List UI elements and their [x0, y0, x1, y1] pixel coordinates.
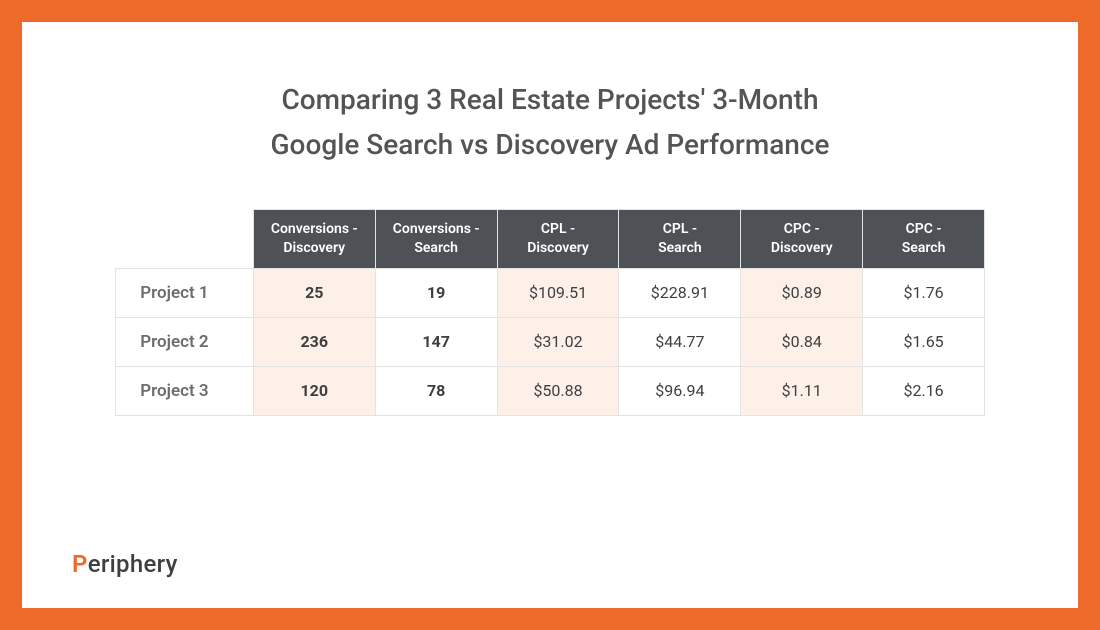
- table-cell: $1.11: [741, 366, 863, 415]
- table-cell: 19: [375, 268, 497, 317]
- comparison-table: Conversions -DiscoveryConversions -Searc…: [115, 209, 985, 416]
- table-cell: $31.02: [497, 317, 619, 366]
- brand-logo-rest: eriphery: [88, 550, 178, 578]
- table-cell: $1.76: [863, 268, 985, 317]
- title-line-1: Comparing 3 Real Estate Projects' 3-Mont…: [22, 80, 1078, 121]
- row-label: Project 3: [116, 366, 254, 415]
- table-cell: 147: [375, 317, 497, 366]
- col-header: CPL -Discovery: [497, 210, 619, 269]
- brand-logo-initial: P: [72, 550, 88, 578]
- row-label: Project 1: [116, 268, 254, 317]
- table-cell: $44.77: [619, 317, 741, 366]
- table-body: Project 12519$109.51$228.91$0.89$1.76Pro…: [116, 268, 985, 415]
- slide-frame: Comparing 3 Real Estate Projects' 3-Mont…: [0, 0, 1100, 630]
- table-cell: $96.94: [619, 366, 741, 415]
- table-cell: $1.65: [863, 317, 985, 366]
- table-row: Project 12519$109.51$228.91$0.89$1.76: [116, 268, 985, 317]
- table-head: Conversions -DiscoveryConversions -Searc…: [116, 210, 985, 269]
- table-cell: $2.16: [863, 366, 985, 415]
- title-line-2: Google Search vs Discovery Ad Performanc…: [22, 125, 1078, 166]
- col-header: Conversions -Discovery: [253, 210, 375, 269]
- table-row: Project 312078$50.88$96.94$1.11$2.16: [116, 366, 985, 415]
- table-cell: 120: [253, 366, 375, 415]
- table-row: Project 2236147$31.02$44.77$0.84$1.65: [116, 317, 985, 366]
- table-corner: [116, 210, 254, 269]
- table-cell: 25: [253, 268, 375, 317]
- col-header: Conversions -Search: [375, 210, 497, 269]
- row-label: Project 2: [116, 317, 254, 366]
- table-cell: $0.84: [741, 317, 863, 366]
- col-header: CPC -Discovery: [741, 210, 863, 269]
- table-cell: 78: [375, 366, 497, 415]
- table-cell: 236: [253, 317, 375, 366]
- col-header: CPL -Search: [619, 210, 741, 269]
- table-cell: $228.91: [619, 268, 741, 317]
- table-cell: $50.88: [497, 366, 619, 415]
- table-cell: $0.89: [741, 268, 863, 317]
- table-cell: $109.51: [497, 268, 619, 317]
- comparison-table-wrap: Conversions -DiscoveryConversions -Searc…: [115, 209, 985, 416]
- col-header: CPC -Search: [863, 210, 985, 269]
- brand-logo: Periphery: [72, 550, 178, 578]
